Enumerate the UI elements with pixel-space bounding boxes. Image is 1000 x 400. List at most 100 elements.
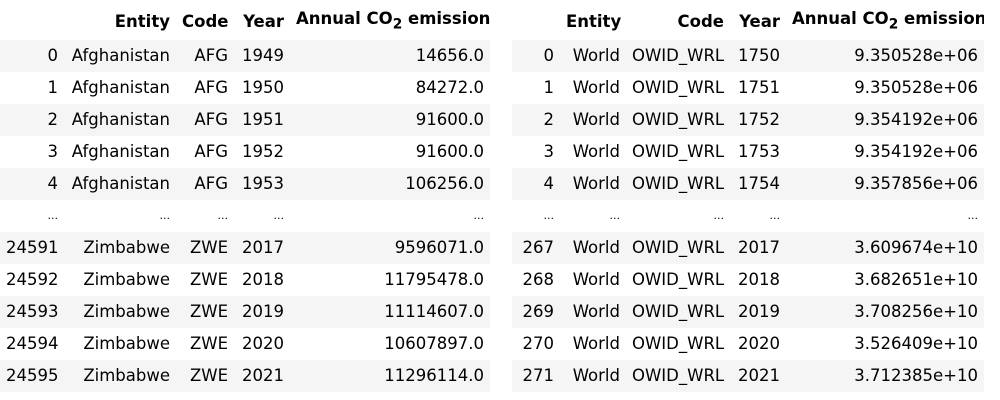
emissions-cell: 3.526409e+10: [854, 334, 978, 354]
table-row: 269 World OWID_WRL 2019 3.708256e+10: [512, 296, 984, 329]
code-cell: OWID_WRL: [626, 168, 730, 201]
row-index-cell: 4: [512, 168, 560, 201]
entity-cell: Afghanistan: [64, 104, 176, 137]
emissions-header-suffix: emissions: [904, 9, 984, 28]
year-cell: 1754: [730, 168, 786, 201]
year-cell: 2021: [730, 360, 786, 393]
year-cell: 2017: [730, 232, 786, 265]
emissions-cell: 11296114.0: [290, 360, 490, 393]
entity-cell: World: [572, 270, 620, 290]
year-cell: 1752: [730, 104, 786, 137]
code-cell: ZWE: [189, 334, 228, 354]
row-index-cell: 4: [0, 168, 64, 201]
emissions-header: Annual CO2 emissions: [290, 3, 490, 40]
code-header: Code: [677, 11, 724, 31]
code-cell: ...: [217, 209, 229, 223]
row-index-cell: 0: [0, 40, 64, 73]
entity-cell: World: [560, 168, 626, 201]
table-row: 1 Afghanistan AFG 1950 84272.0: [0, 72, 490, 104]
emissions-cell: 3.682651e+10: [854, 270, 978, 290]
table-row: 271 World OWID_WRL 2021 3.712385e+10: [512, 360, 984, 393]
row-index-cell: 3: [543, 142, 555, 162]
code-cell: AFG: [176, 168, 234, 201]
code-cell: OWID_WRL: [632, 334, 725, 354]
year-cell: 1753: [738, 142, 780, 162]
emissions-cell: 11114607.0: [290, 296, 490, 329]
entity-cell: World: [560, 104, 626, 137]
year-cell: 1949: [234, 40, 290, 73]
emissions-cell: ...: [473, 209, 485, 223]
year-cell: 1750: [730, 40, 786, 73]
row-index-cell: 0: [512, 40, 560, 73]
entity-cell: Zimbabwe: [64, 360, 176, 393]
emissions-cell: 14656.0: [290, 40, 490, 73]
row-index-cell: 24595: [0, 360, 64, 393]
year-header: Year: [243, 11, 284, 31]
entity-cell: Afghanistan: [64, 168, 176, 201]
entity-cell: ...: [159, 209, 171, 223]
entity-cell: World: [560, 232, 626, 265]
code-cell: OWID_WRL: [632, 78, 725, 98]
year-header: Year: [739, 11, 780, 31]
table-row: 24593 Zimbabwe ZWE 2019 11114607.0: [0, 296, 490, 329]
emissions-header-suffix: emissions: [408, 9, 490, 28]
row-index-cell: 270: [522, 334, 555, 354]
entity-cell: Zimbabwe: [83, 334, 170, 354]
row-index-cell: 24591: [0, 232, 64, 265]
code-cell: ...: [713, 209, 725, 223]
emissions-cell: 9.350528e+06: [854, 78, 978, 98]
year-cell: 2021: [234, 360, 290, 393]
year-cell: 2018: [242, 270, 284, 290]
code-cell: OWID_WRL: [632, 270, 725, 290]
code-cell: ZWE: [176, 360, 234, 393]
code-cell: OWID_WRL: [626, 360, 730, 393]
entity-cell: World: [560, 40, 626, 73]
entity-cell: Zimbabwe: [64, 296, 176, 329]
year-cell: 2018: [738, 270, 780, 290]
left-dataframe-table: Entity Code Year Annual CO2 emissions 0A…: [0, 3, 490, 393]
entity-cell: World: [560, 360, 626, 393]
code-cell: OWID_WRL: [632, 142, 725, 162]
emissions-cell: 3.712385e+10: [786, 360, 984, 393]
table-row: 2 Afghanistan AFG 1951 91600.0: [0, 104, 490, 137]
entity-cell: Afghanistan: [64, 40, 176, 73]
row-index-cell: 3: [47, 142, 59, 162]
table-row: 0 World OWID_WRL 1750 9.350528e+06: [512, 40, 984, 73]
index-header: [0, 3, 64, 40]
table-row: 24592 Zimbabwe ZWE 2018 11795478.0: [0, 264, 490, 296]
table-row: 24595 Zimbabwe ZWE 2021 11296114.0: [0, 360, 490, 393]
subscript-two: 2: [392, 16, 403, 33]
year-cell: ...: [769, 209, 781, 223]
year-cell: 2017: [234, 232, 290, 265]
year-cell: 1951: [234, 104, 290, 137]
year-cell: 2020: [242, 334, 284, 354]
year-cell: 1751: [738, 78, 780, 98]
entity-cell: World: [560, 296, 626, 329]
table-header-row: Entity Code Year Annual CO2 emissions: [512, 3, 984, 40]
entity-cell: Zimbabwe: [64, 232, 176, 265]
entity-cell: World: [572, 142, 620, 162]
table-row: 267 World OWID_WRL 2017 3.609674e+10: [512, 232, 984, 265]
right-dataframe-table: Entity Code Year Annual CO2 emissions 0W…: [512, 3, 984, 393]
code-cell: AFG: [176, 40, 234, 73]
emissions-cell: 9.354192e+06: [854, 142, 978, 162]
emissions-cell: 9596071.0: [290, 232, 490, 265]
entity-header: Entity: [114, 11, 170, 31]
table-row: 24594 Zimbabwe ZWE 2020 10607897.0: [0, 328, 490, 360]
ellipsis-row: ...............: [512, 200, 984, 232]
code-cell: ZWE: [176, 296, 234, 329]
table-row: 3 World OWID_WRL 1753 9.354192e+06: [512, 136, 984, 168]
table-row: 268 World OWID_WRL 2018 3.682651e+10: [512, 264, 984, 296]
table-row: 3 Afghanistan AFG 1952 91600.0: [0, 136, 490, 168]
emissions-cell: 91600.0: [415, 142, 484, 162]
emissions-cell: 11795478.0: [384, 270, 484, 290]
year-cell: 1953: [234, 168, 290, 201]
row-index-cell: ...: [47, 209, 59, 223]
row-index-cell: 268: [522, 270, 555, 290]
entity-cell: Afghanistan: [71, 142, 170, 162]
emissions-cell: 91600.0: [290, 104, 490, 137]
emissions-cell: 3.708256e+10: [786, 296, 984, 329]
row-index-cell: ...: [543, 209, 555, 223]
code-cell: AFG: [194, 78, 228, 98]
code-cell: AFG: [176, 104, 234, 137]
